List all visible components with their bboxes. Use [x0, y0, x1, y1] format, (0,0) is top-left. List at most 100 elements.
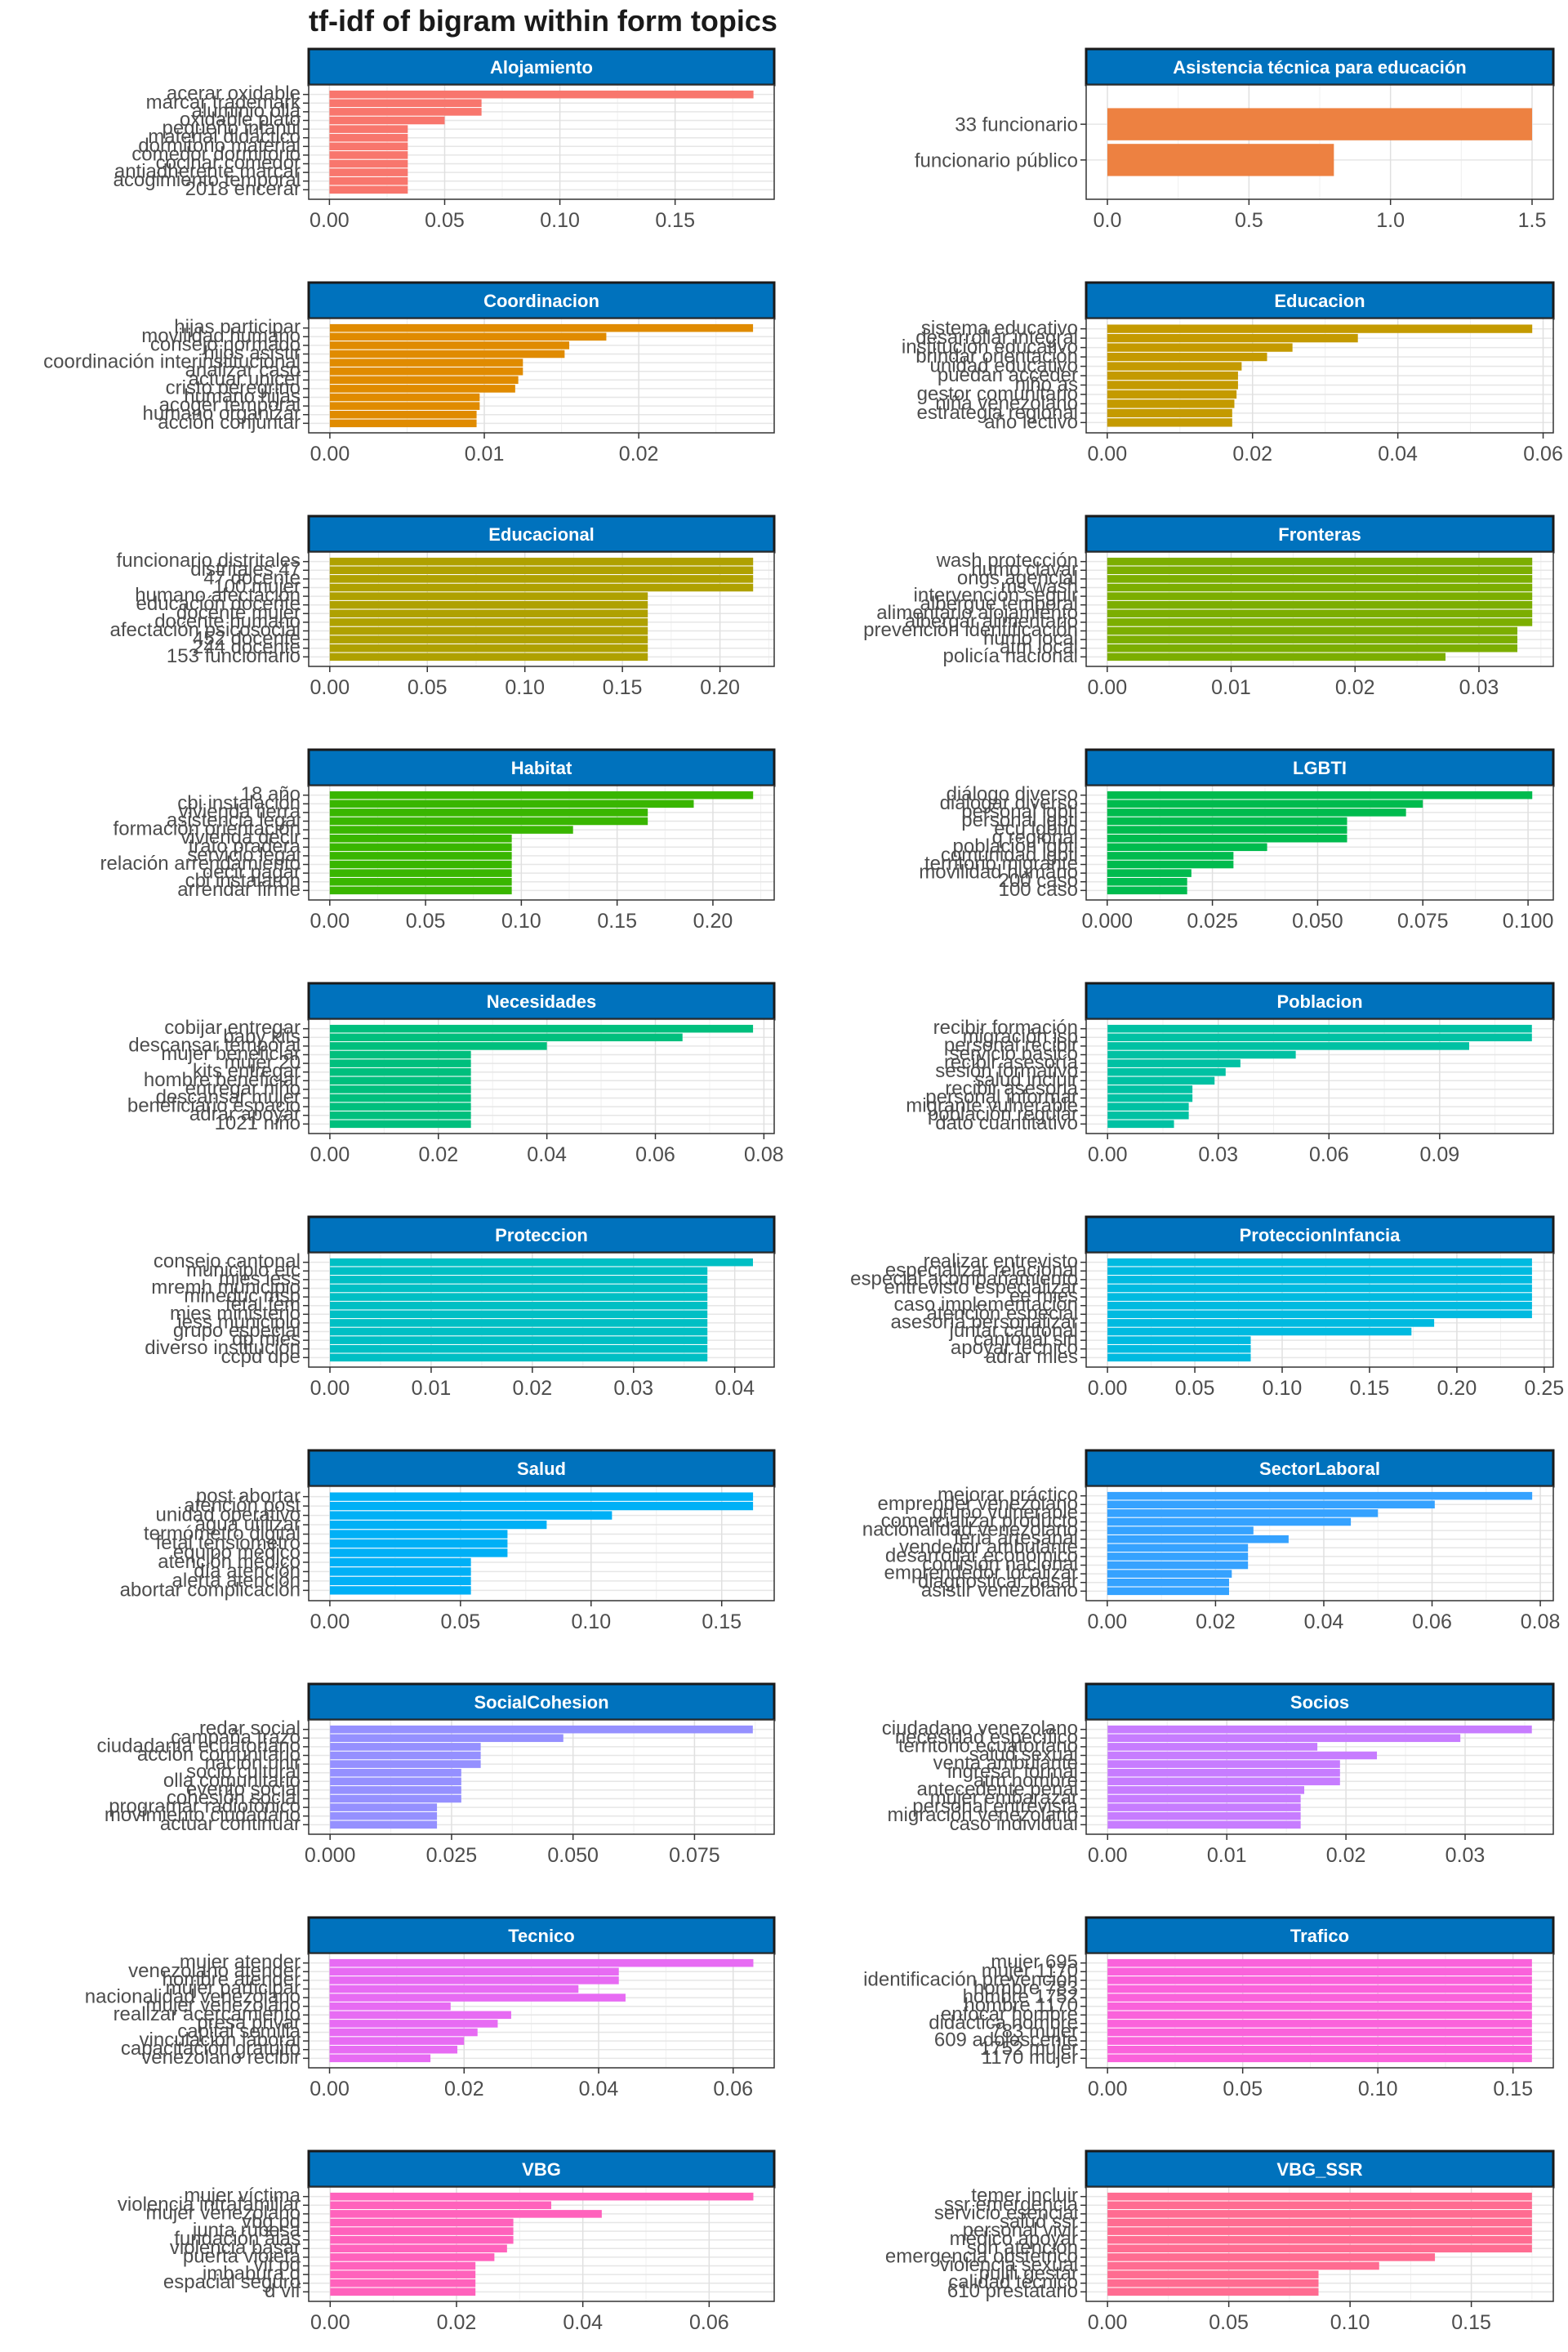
bar	[329, 1042, 547, 1050]
panel-border	[308, 785, 775, 901]
y-category-label: 47 docente	[203, 567, 301, 589]
y-category-label: mejorar práctico	[938, 1484, 1078, 1506]
panel-border	[1085, 318, 1554, 434]
bar	[329, 2045, 458, 2054]
bar	[1107, 1958, 1532, 1967]
bar	[1107, 1561, 1249, 1570]
bar	[329, 1520, 547, 1530]
y-category-label: humo clavar	[971, 559, 1078, 581]
y-category-label: municipio etc	[186, 1259, 301, 1281]
y-category-label: mujer 20	[225, 1052, 301, 1074]
bar	[1107, 1284, 1532, 1293]
y-category-label: humano hijas	[184, 385, 301, 408]
y-category-label: territorio migrante	[924, 853, 1078, 875]
y-category-label: descansar temporal	[128, 1034, 301, 1056]
bar	[1107, 1509, 1379, 1517]
y-category-label: capacitación gratuito	[121, 2038, 301, 2060]
x-tick-label: 0.000	[305, 1844, 356, 1867]
bar	[329, 653, 648, 662]
y-category-label: albergar alimentario	[905, 610, 1078, 632]
y-category-label: dato cuantitativo	[935, 1112, 1078, 1134]
y-category-label: cobijar entregar	[164, 1017, 301, 1039]
facet-strip	[1085, 1449, 1555, 1488]
bar	[329, 834, 512, 843]
y-category-label: movilidad humano	[919, 862, 1078, 884]
bar	[1107, 1327, 1412, 1336]
bar	[330, 2218, 514, 2227]
bar	[1107, 618, 1533, 626]
y-category-label: mujer venezolano	[146, 2202, 301, 2224]
y-category-label: espacial seguro	[163, 2271, 301, 2293]
bar	[1107, 600, 1533, 609]
bar	[1107, 1734, 1461, 1743]
y-category-label: adrar apoyar	[189, 1103, 301, 1125]
facet-socios: Socios 0.00 0.01 0.02 0.03 ciudadano venezola…	[882, 1682, 1555, 1867]
x-tick-label: 0.5	[1235, 209, 1263, 232]
x-tick-label: 0.00	[1087, 443, 1127, 466]
x-tick-label: 0.05	[1209, 2311, 1249, 2334]
y-category-label: personal vivir	[963, 2220, 1078, 2242]
bar	[1107, 1535, 1289, 1544]
bar	[329, 1958, 754, 1967]
y-category-label: socio cultural	[186, 1761, 301, 1783]
y-category-label: dormitorio material	[138, 135, 301, 157]
bar	[1107, 1258, 1532, 1267]
bar	[330, 2261, 476, 2270]
facet-proteccioninfancia: ProteccionInfancia 0.00 0.05 0.10 0.15 0.20 0.…	[850, 1215, 1564, 1400]
bar	[329, 575, 754, 583]
bar	[329, 1111, 471, 1120]
y-category-label: comunidad lgbti	[941, 844, 1078, 866]
y-category-label: pequeño infantil	[163, 118, 301, 140]
bar	[1107, 1967, 1532, 1976]
y-category-label: redar social	[199, 1717, 301, 1740]
x-tick-label: 0.00	[310, 209, 350, 232]
y-category-label: recibir asesoría	[944, 1052, 1079, 1074]
y-category-label: grupo vulnerable	[932, 1501, 1078, 1523]
bar	[1107, 1517, 1352, 1526]
y-category-label: mujer beneficiar	[161, 1043, 301, 1065]
bar	[1107, 2002, 1532, 2011]
x-tick-label: 0.05	[408, 676, 448, 699]
y-category-label: imbabura q	[203, 2263, 301, 2285]
y-category-label: ssr emergencia	[944, 2194, 1079, 2216]
x-tick-label: 0.08	[1521, 1610, 1561, 1633]
bar	[329, 393, 480, 402]
bar	[329, 1094, 471, 1102]
panel-border	[308, 1953, 775, 2069]
y-category-label: iess municipio	[177, 1311, 301, 1333]
x-tick-label: 0.00	[1088, 1377, 1128, 1400]
y-category-label: relación arrendamiento	[100, 853, 301, 875]
bar	[330, 1811, 438, 1820]
y-category-label: capital semilla	[177, 2020, 301, 2042]
bar	[1107, 1768, 1340, 1777]
y-category-label: entregar niño	[185, 1077, 301, 1099]
y-category-label: migración isp	[963, 1026, 1078, 1048]
y-category-label: personal igbti	[961, 809, 1078, 831]
x-tick-label: 0.20	[700, 676, 740, 699]
y-category-label: acerar oxidable	[167, 82, 301, 105]
facet-sectorlaboral: SectorLaboral 0.00 0.02 0.04 0.06 0.08 mejorar…	[862, 1449, 1561, 1633]
bar	[329, 557, 754, 566]
chart-title: tf-idf of bigram within form topics	[309, 4, 777, 38]
y-category-label: material didáctico	[148, 126, 301, 148]
facet-strip	[307, 514, 776, 554]
facet-strip-label: VBG	[522, 2159, 561, 2180]
facet-educacion: Educacion 0.00 0.02 0.04 0.06 sistema educati…	[902, 281, 1563, 466]
bar	[329, 116, 445, 125]
y-category-label: sdh atención	[967, 2237, 1078, 2259]
bar	[329, 125, 408, 133]
y-category-label: vbg pd	[242, 2211, 301, 2233]
x-tick-label: 0.15	[1350, 1377, 1390, 1400]
bar	[329, 1576, 471, 1586]
y-category-label: cohesión social	[167, 1787, 301, 1809]
y-category-label: desarrollar integral	[915, 327, 1078, 349]
y-category-label: cbi instalación	[177, 792, 301, 814]
y-category-label: 153 funcionario	[167, 645, 301, 667]
panel-border	[308, 1018, 775, 1134]
bar	[1107, 834, 1348, 843]
bar	[330, 1301, 708, 1310]
bar	[1107, 626, 1517, 635]
y-category-label: unidad operativo	[156, 1504, 301, 1526]
y-category-label: salud ssr	[1000, 2211, 1078, 2233]
y-category-label: analizar caso	[185, 359, 301, 381]
